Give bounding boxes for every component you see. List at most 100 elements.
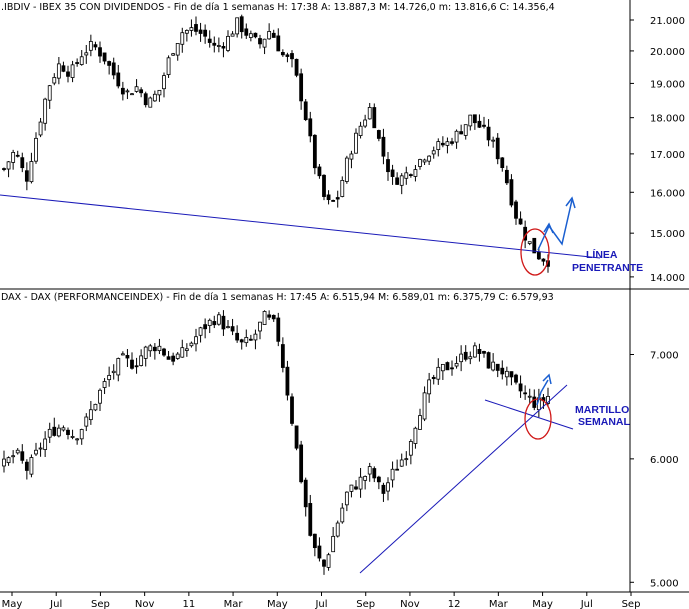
ibex-candle — [436, 138, 441, 157]
ibex-candle — [216, 37, 221, 53]
dax-candle — [102, 378, 107, 395]
ibex-candle — [390, 164, 395, 185]
ibex-candle — [381, 128, 386, 165]
dax-candle — [239, 338, 244, 350]
ibex-candle — [125, 88, 130, 100]
ibex-candle — [2, 167, 6, 172]
x-tick-label: Jul — [314, 599, 327, 609]
dax-candle — [504, 366, 509, 386]
dax-candle — [408, 439, 413, 465]
ibex-candle — [267, 23, 272, 40]
dax-candle — [24, 459, 29, 480]
ibex-candle — [194, 16, 198, 36]
ibex-candle — [212, 36, 217, 53]
ibex-candle — [134, 79, 139, 93]
dax-candle — [468, 351, 473, 365]
ibex-candle — [495, 133, 500, 165]
dax-candle — [523, 385, 528, 400]
ibex-candle — [15, 150, 20, 158]
ibex-highlight-circle — [520, 228, 550, 276]
dax-candle — [349, 484, 354, 498]
x-tick-label: Nov — [400, 599, 420, 609]
dax-candle — [61, 425, 66, 432]
ibex-candle — [367, 102, 372, 120]
dax-candle — [390, 461, 395, 488]
ibex-candle — [463, 124, 468, 140]
dax-candle — [463, 345, 468, 362]
ibex-candle — [152, 90, 157, 102]
ibex-candle — [38, 117, 43, 138]
ibex-candle — [322, 174, 326, 201]
dax-candle — [184, 343, 189, 357]
ibex-annotation-line1: LÍNEA — [586, 248, 618, 261]
dax-candle — [514, 373, 518, 385]
ibex-candle — [248, 30, 253, 42]
ibex-candle — [294, 58, 299, 78]
dax-candle — [15, 448, 20, 455]
ibex-y-tick-label: 14.000 — [650, 273, 685, 284]
x-tick-label: Sep — [622, 599, 641, 609]
dax-candle — [290, 393, 294, 426]
dax-candle — [171, 352, 176, 366]
dax-candle — [427, 372, 432, 403]
dax-candle — [235, 325, 240, 343]
ibex-candle — [404, 166, 409, 185]
ibex-candle — [198, 22, 203, 42]
ibex-candle — [349, 150, 354, 169]
ibex-candle — [61, 61, 66, 73]
dax-candle — [335, 520, 340, 538]
ibex-candle — [395, 172, 400, 186]
ibex-candle — [66, 65, 70, 83]
ibex-candle — [477, 114, 482, 128]
ibex-y-tick-label: 18.000 — [650, 114, 685, 125]
dax-resistance-trendline — [484, 399, 574, 430]
ibex-candle — [88, 34, 93, 57]
dax-candle — [294, 425, 299, 451]
dax-candle — [431, 374, 436, 385]
ibex-candle — [509, 174, 514, 208]
dax-candle — [518, 375, 523, 398]
dax-candle — [111, 364, 116, 380]
ibex-candle — [514, 199, 518, 225]
ibex-candle — [541, 258, 546, 266]
dax-candle — [372, 466, 377, 483]
ibex-candle — [29, 152, 34, 184]
x-tick-label: 12 — [448, 599, 461, 609]
dax-y-axis: 7.000 6.000 5.000 — [630, 351, 679, 589]
ibex-candle — [139, 87, 144, 98]
dax-highlight-circle — [524, 398, 552, 440]
dax-candle — [399, 453, 404, 467]
ibex-candle — [6, 161, 11, 178]
ibex-candle — [258, 34, 262, 49]
ibex-candle — [70, 60, 75, 83]
dax-candle — [445, 361, 450, 371]
dax-candle — [344, 491, 349, 512]
dax-candle — [207, 318, 212, 334]
dax-candle — [395, 459, 400, 471]
dax-candle — [20, 444, 25, 464]
dax-candle — [312, 533, 317, 557]
ibex-candle — [340, 176, 345, 198]
ibex-candle — [399, 173, 404, 195]
dax-candle — [56, 424, 61, 438]
ibex-candle — [75, 58, 80, 67]
x-tick-label: Sep — [356, 599, 375, 609]
ibex-candle — [24, 162, 29, 191]
ibex-candle — [285, 52, 290, 63]
ibex-candle — [130, 92, 134, 96]
dax-candle — [386, 477, 390, 501]
dax-candle — [148, 343, 153, 357]
x-tick-label: Nov — [135, 599, 155, 609]
ibex-candle — [120, 81, 125, 101]
dax-candle — [216, 311, 221, 326]
ibex-candle — [189, 19, 194, 37]
ibex-candle — [207, 30, 212, 48]
dax-candle — [134, 357, 139, 374]
x-tick-label: Mar — [224, 599, 244, 609]
dax-candle — [43, 431, 48, 457]
ibex-candles — [2, 14, 550, 273]
dax-candle — [230, 318, 235, 336]
ibex-candle — [239, 14, 244, 39]
x-axis: May Jul Sep Nov 11 Mar May Jul Sep Nov 12 Mar May Jul… — [2, 592, 641, 609]
x-tick-label: May — [532, 599, 553, 609]
